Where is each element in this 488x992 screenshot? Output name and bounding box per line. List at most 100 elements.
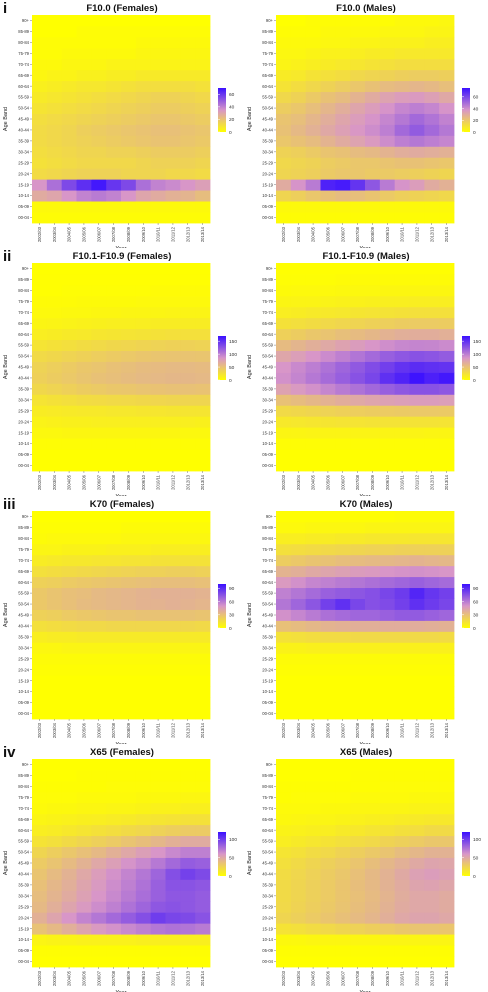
heatmap-cell [379,780,396,793]
heatmap-cell [439,879,455,891]
heatmap-cell [150,868,166,880]
colorbar-label: 20 [229,117,235,123]
heatmap-cell [150,113,166,125]
heatmap-cell [424,102,440,114]
heatmap-cell [150,824,166,837]
heatmap-cell [305,263,321,275]
heatmap-cell [150,780,166,793]
heatmap-cell [379,934,396,946]
heatmap-cell [409,372,425,384]
heatmap-cell [335,769,351,782]
heatmap-cell [121,124,137,136]
heatmap-cell [320,620,336,632]
heatmap-cell [439,653,455,665]
heatmap-cell [409,780,425,793]
heatmap-cell [276,383,292,395]
heatmap-cell [32,201,48,213]
heatmap-cell [121,263,137,275]
heatmap-cell [121,179,137,191]
x-tick-label: 2011/12 [170,474,175,489]
heatmap-cell [121,339,137,351]
heatmap-cell [439,759,455,771]
heatmap-cell [409,813,425,826]
heatmap-cell [409,609,425,621]
heatmap-cell [121,405,137,417]
heatmap-cell [365,306,381,319]
heatmap-cell [365,956,381,968]
heatmap-cell [424,686,440,698]
heatmap-cell [165,339,181,351]
heatmap-cell [409,554,425,567]
heatmap-cell [409,945,425,957]
heatmap-cell [121,868,137,880]
heatmap-cell [439,576,455,589]
heatmap-cell [76,416,92,428]
heatmap-cell [135,620,152,632]
heatmap-cell [165,868,181,880]
heatmap-cell [424,383,440,395]
heatmap-cell [76,697,92,709]
y-tick-label: 50-54 [262,850,273,855]
heatmap-cell [365,212,381,224]
heatmap-cell [350,554,366,567]
heatmap-cell [180,813,196,826]
heatmap-cell [32,394,48,406]
heatmap-cell [439,306,455,319]
heatmap-cell [379,565,396,578]
x-tick-label: 2005/06 [325,970,330,986]
y-axis-label: Age Band [247,603,253,627]
heatmap-cell [106,263,122,275]
heatmap-cell [379,58,396,71]
heatmap-cell [290,642,307,654]
y-tick-label: 70-74 [18,310,29,315]
heatmap-cell [335,631,351,643]
heatmap-cell [365,934,381,946]
colorbar-label: 30 [473,613,479,619]
heatmap-cell [276,284,292,297]
colorbar-label: 0 [473,626,476,632]
heatmap-cell [335,956,351,968]
y-tick-label: 40-44 [262,872,273,877]
heatmap-cell [195,179,211,191]
row-iii: iii K70 (Females) 00-04 05-09 10-14 15-19 20-… [0,496,488,744]
heatmap-cell [379,339,396,351]
x-tick-label: 2013/14 [200,722,205,738]
heatmap-cell [135,438,152,450]
heatmap-cell [409,427,425,439]
heatmap-cell [135,146,152,158]
heatmap-cell [46,565,63,578]
heatmap-cell [350,212,366,224]
heatmap-cell [424,295,440,308]
heatmap-cell [276,653,292,665]
heatmap-cell [46,438,63,450]
heatmap-cell [276,945,292,957]
heatmap-cell [394,901,410,913]
heatmap-cell [61,791,77,804]
heatmap-cell [61,769,77,782]
heatmap-cell [335,511,351,523]
heatmap-cell [365,631,381,643]
heatmap-cell [439,901,455,913]
heatmap-cell [165,273,181,286]
heatmap-cell [32,708,48,720]
heatmap-cell [106,339,122,351]
heatmap-cell [106,295,122,308]
y-tick-label: 30-34 [18,397,29,402]
heatmap-cell [135,317,152,330]
heatmap-cell [320,36,336,49]
heatmap-cell [439,824,455,837]
heatmap-cell [305,824,321,837]
heatmap-cell [180,383,196,395]
heatmap-cell [276,58,292,71]
heatmap-cell [290,383,307,395]
y-tick-label: 80-84 [18,784,29,789]
heatmap-cell [320,328,336,341]
x-tick-label: 2009/10 [141,474,146,490]
heatmap-cell [61,15,77,27]
heatmap-cell [76,835,92,847]
heatmap-cell [350,135,366,147]
y-tick-label: 00-04 [262,959,273,964]
y-tick-label: 40-44 [262,624,273,629]
y-tick-label: 25-29 [18,408,29,413]
heatmap-cell [91,521,107,534]
